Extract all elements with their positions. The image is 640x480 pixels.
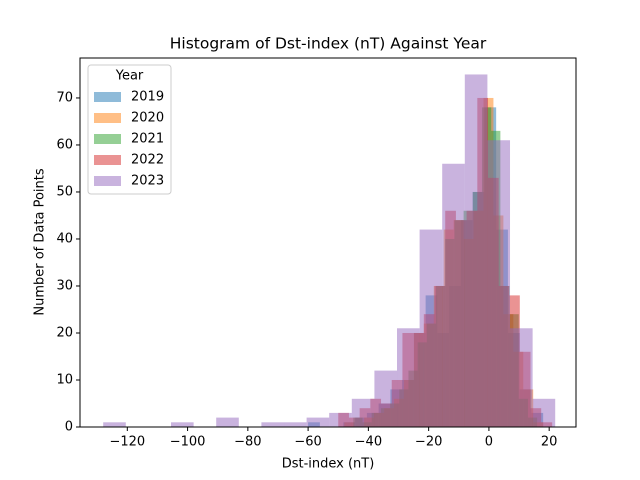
y-tick-label: 40 <box>56 231 73 246</box>
bar <box>103 422 126 427</box>
bar <box>464 74 488 427</box>
bar <box>306 417 330 427</box>
x-axis-label: Dst-index (nT) <box>282 457 375 472</box>
y-axis-label: Number of Data Points <box>33 168 48 315</box>
y-tick-label: 0 <box>65 420 73 435</box>
bar <box>171 422 194 427</box>
y-tick-label: 30 <box>56 278 73 293</box>
bar <box>216 417 239 427</box>
x-tick-label: −100 <box>170 435 206 450</box>
bar <box>374 370 398 427</box>
legend-label: 2020 <box>131 111 164 126</box>
y-tick-label: 70 <box>56 90 73 105</box>
x-tick-label: −60 <box>294 435 321 450</box>
x-tick-label: −80 <box>234 435 261 450</box>
bar <box>351 398 375 427</box>
legend-label: 2019 <box>131 90 164 105</box>
bar <box>284 422 307 427</box>
legend-swatch <box>94 176 121 186</box>
x-tick-label: −40 <box>355 435 382 450</box>
legend-swatch <box>94 134 121 144</box>
bar <box>261 422 285 427</box>
legend-title: Year <box>115 69 144 84</box>
legend-label: 2021 <box>131 132 164 147</box>
x-tick-label: −120 <box>109 435 145 450</box>
y-tick-label: 20 <box>56 325 73 340</box>
bar <box>487 140 511 427</box>
bar <box>442 163 465 427</box>
x-tick-label: 20 <box>541 435 558 450</box>
legend-label: 2023 <box>131 174 164 189</box>
chart-title: Histogram of Dst-index (nT) Against Year <box>170 35 487 53</box>
x-tick-label: 0 <box>485 435 493 450</box>
x-tick-label: −20 <box>415 435 442 450</box>
bar <box>510 328 533 427</box>
plot-frame <box>79 57 577 428</box>
bar <box>397 328 420 427</box>
y-tick-label: 50 <box>56 184 73 199</box>
y-tick-label: 10 <box>56 372 73 387</box>
bar <box>329 412 352 427</box>
legend-label: 2022 <box>131 153 164 168</box>
legend-swatch <box>94 155 121 165</box>
legend-swatch <box>94 113 121 123</box>
legend-swatch <box>94 92 121 102</box>
y-tick-label: 60 <box>56 137 73 152</box>
bar <box>532 398 556 427</box>
bar <box>419 229 443 427</box>
